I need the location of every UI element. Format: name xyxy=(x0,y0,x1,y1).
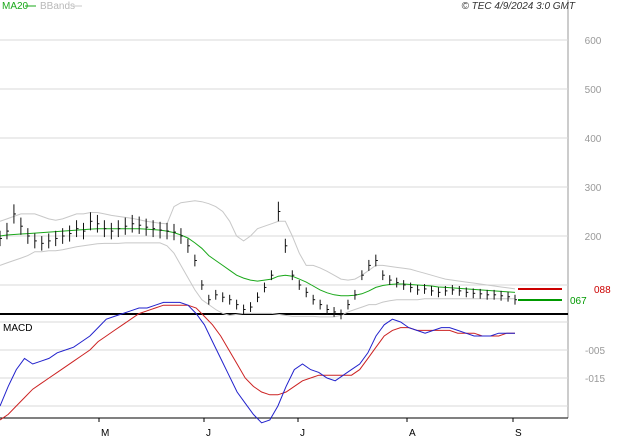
x-axis-label: S xyxy=(515,428,522,439)
price-tick-label: 500 xyxy=(585,85,602,96)
macd-gridlines xyxy=(0,321,568,407)
last-price-marker-label: 067 xyxy=(570,296,587,307)
macd-tick-label: -015 xyxy=(585,374,605,385)
macd-panel xyxy=(0,301,515,424)
ma20-line xyxy=(0,228,516,297)
legend-ma20: MA20 xyxy=(2,1,29,12)
copyright-text: © TEC 4/9/2024 3:0 GMT xyxy=(461,1,575,12)
price-panel: 088 067 xyxy=(0,200,611,320)
legend-bbands: BBands xyxy=(40,1,75,12)
bbands-upper-line xyxy=(0,200,516,290)
axis-labels: 600 500 400 300 200 -005 -015 M J J A S xyxy=(98,36,605,439)
macd-tick-label: -005 xyxy=(585,346,605,357)
x-axis-label: M xyxy=(101,428,109,439)
macd-signal-line xyxy=(0,304,515,421)
plot-area xyxy=(0,0,568,418)
x-axis-label: J xyxy=(300,428,305,439)
bbands-lower-line xyxy=(0,242,515,318)
price-gridlines xyxy=(0,39,568,286)
macd-title: MACD xyxy=(3,323,32,334)
x-axis-label: A xyxy=(409,428,416,439)
price-tick-label: 200 xyxy=(585,232,602,243)
price-tick-label: 300 xyxy=(585,183,602,194)
x-axis-label: J xyxy=(206,428,211,439)
price-tick-label: 600 xyxy=(585,36,602,47)
macd-line xyxy=(0,301,515,424)
price-tick-label: 400 xyxy=(585,134,602,145)
last-price-marker-label: 088 xyxy=(594,285,611,296)
